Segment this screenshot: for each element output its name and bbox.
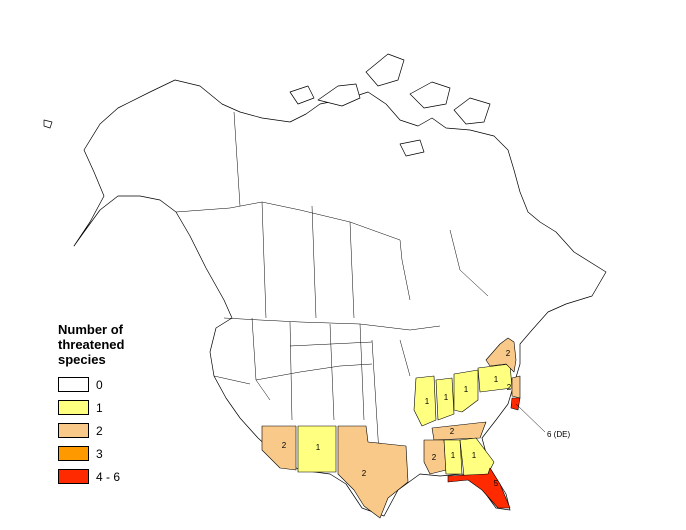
region-label-new-mexico: 1 [316,443,321,452]
region-label-alabama: 1 [451,451,456,460]
legend-swatch [58,446,89,461]
arctic-island [453,97,491,125]
arctic-island [365,53,405,87]
legend-item: 2 [58,421,158,440]
region-new-york [485,337,517,373]
legend-item: 3 [58,444,158,463]
legend-swatch [58,377,89,392]
arctic-island [317,83,361,107]
region-alabama [443,439,463,475]
legend-label: 3 [96,446,103,461]
legend-item: 1 [58,398,158,417]
legend-label: 4 - 6 [96,469,121,484]
region-mississippi [423,439,447,475]
legend-title: Number of threatened species [58,322,125,367]
region-label-new-york: 2 [506,349,511,358]
legend-label: 2 [96,423,103,438]
region-label-tennessee: 2 [450,427,455,436]
region-ohio [453,369,479,413]
legend-swatch [58,400,89,415]
region-arizona [261,425,297,471]
arctic-island [409,81,451,109]
arctic-island [43,119,53,129]
legend-swatch [58,469,89,484]
region-illinois [413,375,437,427]
region-delaware [510,397,521,411]
region-label-new-jersey: 2 [507,383,512,392]
region-label-mississippi: 2 [432,453,437,462]
legend-swatch [58,423,89,438]
region-tennessee [431,421,487,441]
region-label-arizona: 2 [282,441,287,450]
map-legend: Number of threatened species 0 1 2 3 4 -… [58,322,158,490]
region-label-ohio: 1 [464,385,469,394]
region-indiana [435,377,455,421]
region-texas [337,425,409,519]
legend-label: 1 [96,400,103,415]
legend-item: 0 [58,375,158,394]
region-florida [447,467,511,509]
region-label-illinois: 1 [425,397,430,406]
delaware-callout-line [515,403,546,433]
legend-label: 0 [96,377,103,392]
region-label-pennsylvania: 1 [494,375,499,384]
region-label-indiana: 1 [444,393,449,402]
region-new-mexico [297,425,337,473]
region-label-florida: 5 [494,479,499,488]
delaware-callout-label: 6 (DE) [547,430,570,439]
region-georgia [459,437,495,477]
region-new-jersey [511,375,521,399]
region-label-texas: 2 [362,469,367,478]
legend-item: 4 - 6 [58,467,158,486]
arctic-island [289,85,315,105]
arctic-island [399,139,425,157]
region-label-georgia: 1 [472,451,477,460]
